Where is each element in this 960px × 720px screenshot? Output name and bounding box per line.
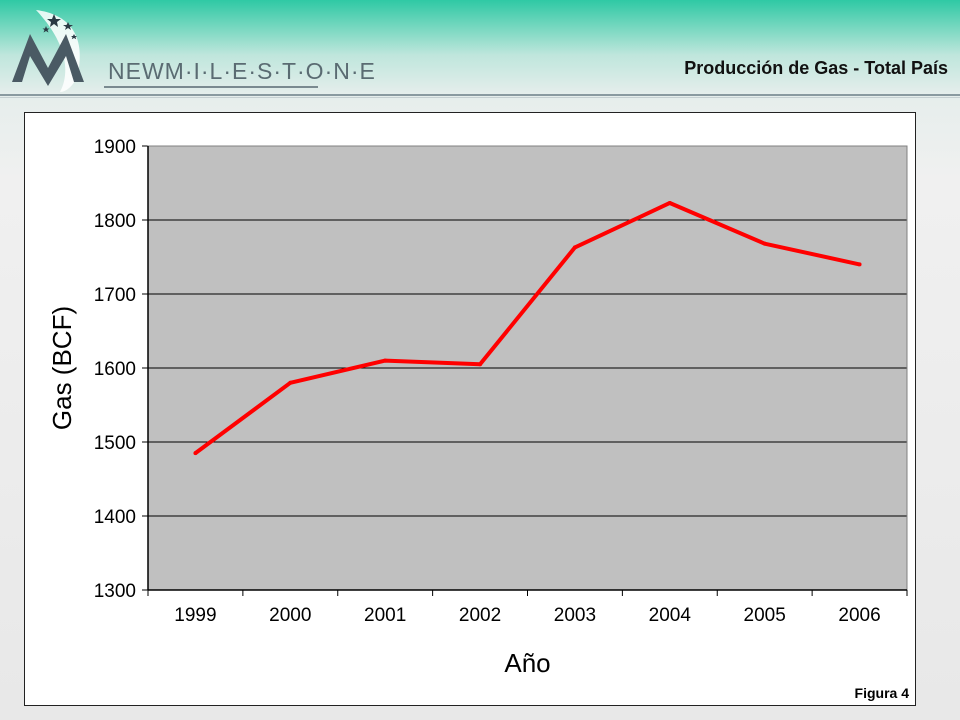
data-point xyxy=(857,262,862,267)
y-tick-labels: 1300 1400 1500 1600 1700 1800 1900 xyxy=(94,137,136,602)
data-point xyxy=(193,451,198,456)
x-axis-title: Año xyxy=(504,648,550,678)
y-tick-label: 1300 xyxy=(94,581,136,602)
x-tick-label: 2005 xyxy=(744,605,786,626)
series-line xyxy=(194,200,860,455)
x-tick-label: 2006 xyxy=(838,605,880,626)
gas-production-chart: 1300 1400 1500 1600 1700 1800 1900 1999 2000 200… xyxy=(47,137,908,678)
axes xyxy=(147,145,908,596)
data-point xyxy=(478,362,483,367)
x-tick-label: 2001 xyxy=(364,605,406,626)
x-tick-label: 2004 xyxy=(649,605,692,626)
y-tick-label: 1800 xyxy=(94,211,136,232)
y-tick-label: 1700 xyxy=(94,285,136,306)
brand-underline xyxy=(104,86,318,88)
x-tick-label: 1999 xyxy=(174,605,216,626)
data-points xyxy=(193,200,862,456)
y-tick-label: 1500 xyxy=(94,433,136,454)
chart-frame: 1300 1400 1500 1600 1700 1800 1900 1999 2000 200… xyxy=(24,112,916,706)
x-tick-label: 2000 xyxy=(269,605,311,626)
data-point xyxy=(383,358,388,363)
x-tick-labels: 1999 2000 2001 2002 2003 2004 2005 2006 xyxy=(174,605,880,626)
x-tick-label: 2003 xyxy=(554,605,596,626)
page-title: Producción de Gas - Total País xyxy=(684,58,948,78)
y-axis-title: Gas (BCF) xyxy=(47,306,77,430)
brand-logo-icon xyxy=(12,10,84,92)
data-point xyxy=(762,241,767,246)
y-tick-label: 1900 xyxy=(94,137,136,158)
x-tick-label: 2002 xyxy=(459,605,501,626)
figure-label: Figura 4 xyxy=(854,685,909,701)
data-point xyxy=(667,200,672,205)
header: NEWM·I·L·E·S·T·O·N·E Producción de Gas -… xyxy=(0,0,960,100)
data-point xyxy=(572,245,577,250)
header-divider xyxy=(0,94,960,96)
y-tick-label: 1600 xyxy=(94,359,136,380)
brand-name: NEWM·I·L·E·S·T·O·N·E xyxy=(108,58,376,84)
data-point xyxy=(288,380,293,385)
y-tick-label: 1400 xyxy=(94,507,136,528)
header-divider-light xyxy=(0,97,960,98)
